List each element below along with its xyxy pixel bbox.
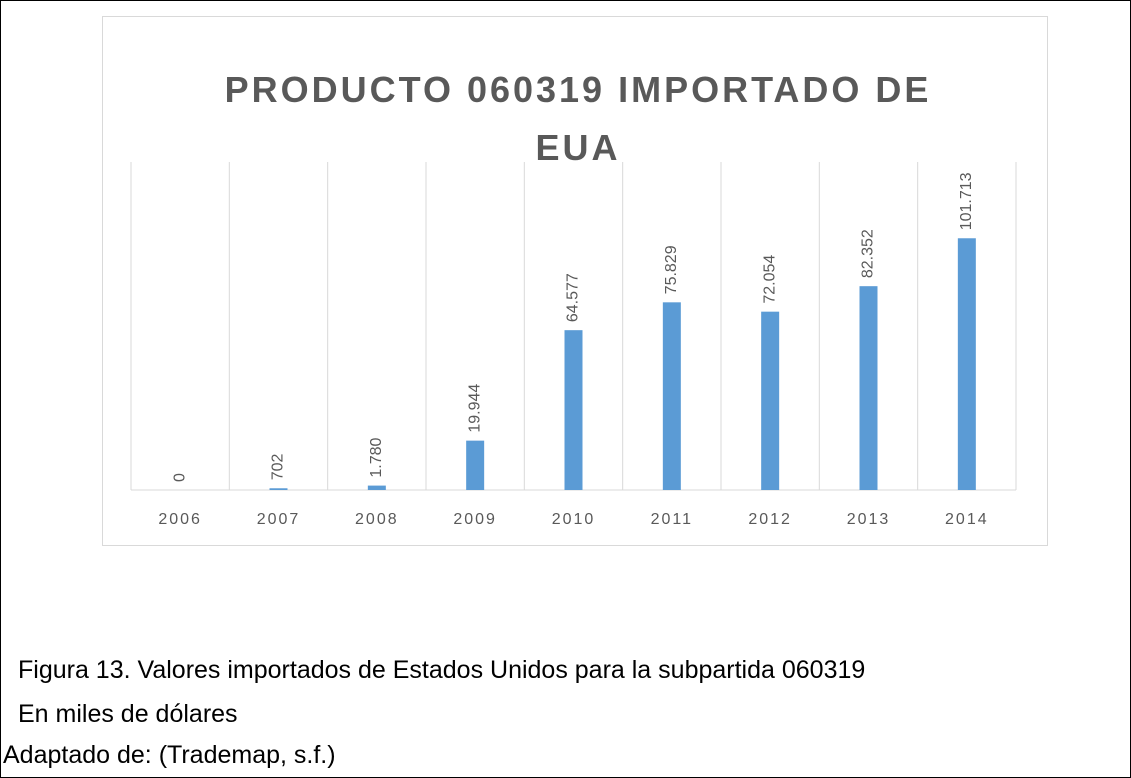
- x-tick-label: 2012: [748, 511, 792, 528]
- value-label: 75.829: [663, 245, 680, 294]
- value-label: 0: [171, 473, 188, 482]
- bar: [466, 440, 485, 490]
- bar: [662, 302, 681, 490]
- x-tick-label: 2006: [158, 511, 202, 528]
- bar: [859, 286, 878, 490]
- value-label: 101.713: [958, 172, 975, 230]
- bar: [269, 488, 288, 490]
- value-label: 702: [270, 453, 287, 480]
- bar: [367, 485, 386, 490]
- x-tick-label: 2010: [552, 511, 596, 528]
- value-label: 64.577: [565, 273, 582, 322]
- x-tick-label: 2008: [355, 511, 399, 528]
- x-tick-label: 2013: [847, 511, 891, 528]
- bar: [564, 330, 583, 490]
- chart-area: PRODUCTO 060319 IMPORTADO DE EUA: [102, 16, 1048, 546]
- x-tick-label: 2007: [257, 511, 301, 528]
- units-caption: En miles de dólares: [18, 700, 238, 728]
- bar: [761, 311, 780, 490]
- chart-title: PRODUCTO 060319 IMPORTADO DE EUA: [224, 69, 932, 168]
- source-caption: Adaptado de: (Trademap, s.f.): [3, 741, 336, 769]
- value-label: 19.944: [466, 384, 483, 433]
- bar: [957, 238, 976, 490]
- x-tick-label: 2009: [453, 511, 497, 528]
- x-tick-label: 2014: [945, 511, 989, 528]
- figure-caption: Figura 13. Valores importados de Estados…: [18, 656, 866, 684]
- value-label: 82.352: [860, 229, 877, 278]
- value-label: 72.054: [761, 255, 778, 304]
- value-label: 1.780: [368, 437, 385, 477]
- x-tick-label: 2011: [651, 511, 693, 528]
